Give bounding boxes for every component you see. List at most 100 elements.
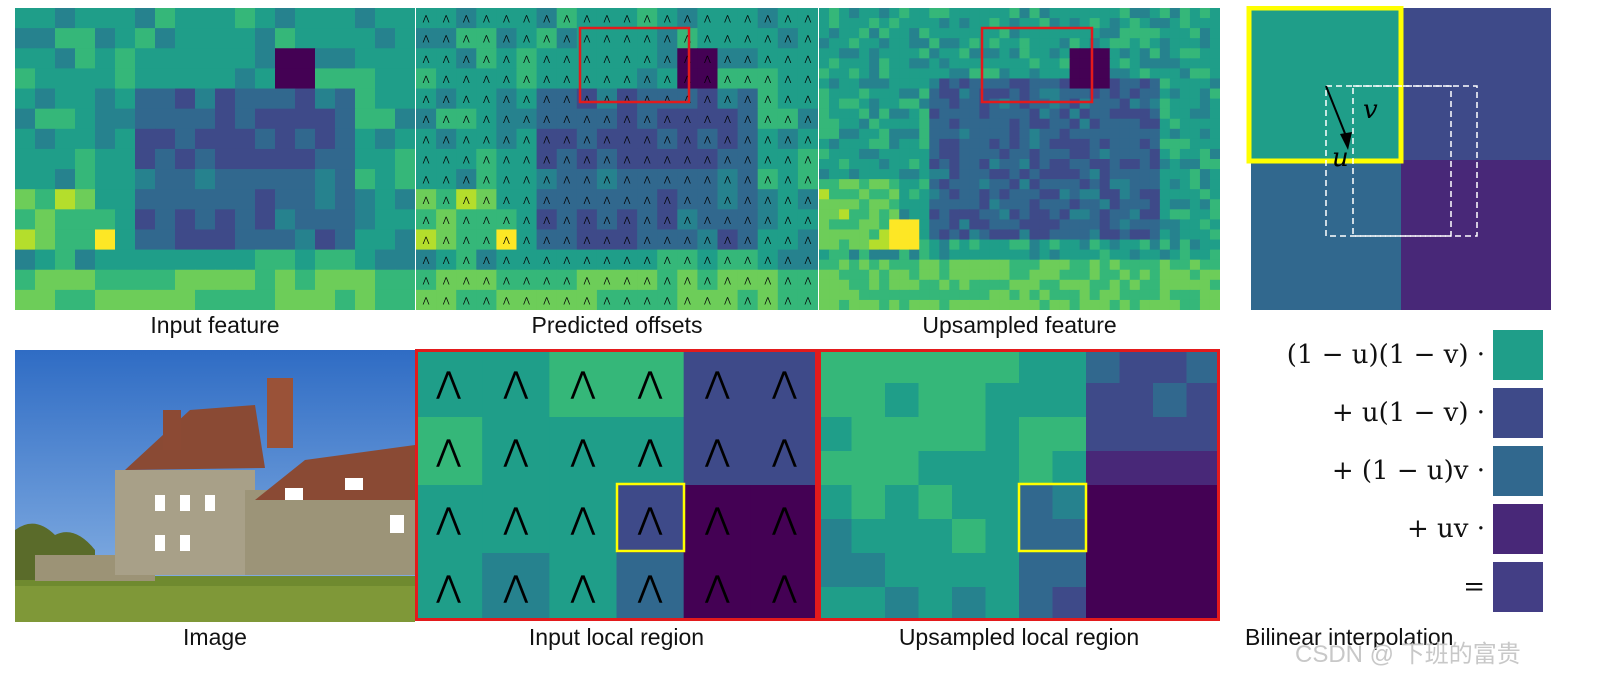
offset-arrow-icon: ⋀ <box>663 54 671 63</box>
heatmap-cell <box>949 189 960 200</box>
heatmap-cell <box>1129 118 1141 130</box>
heatmap-cell <box>859 289 870 301</box>
heatmap-cell <box>1169 169 1181 180</box>
heatmap-cell <box>777 8 799 29</box>
offset-arrow-icon: ⋀ <box>482 155 490 164</box>
heatmap-cell <box>335 8 356 29</box>
local-cell <box>1052 417 1087 452</box>
heatmap-cell <box>949 98 960 110</box>
heatmap-cell <box>819 88 830 100</box>
heatmap-cell <box>1069 209 1081 220</box>
heatmap-cell <box>757 28 779 49</box>
offset-arrow-icon: ⋀ <box>643 14 651 23</box>
heatmap-cell <box>355 169 376 190</box>
heatmap-cell <box>1099 108 1111 120</box>
heatmap-cell <box>1119 209 1131 220</box>
heatmap-cell <box>275 88 296 110</box>
heatmap-cell <box>657 229 678 251</box>
heatmap-cell <box>737 229 759 251</box>
offset-arrow-icon: ⋀ <box>542 14 550 23</box>
heatmap-cell <box>255 209 276 231</box>
heatmap-cell <box>1099 169 1111 180</box>
heatmap-cell <box>1069 279 1081 291</box>
heatmap-cell <box>959 189 970 200</box>
heatmap-cell <box>657 8 678 29</box>
heatmap-cell <box>1139 219 1151 231</box>
heatmap-cell <box>95 148 116 170</box>
heatmap-cell <box>869 189 880 200</box>
predicted-offsets-heatmap: ⋀ ⋀ ⋀ ⋀ ⋀ ⋀ ⋀ ⋀ ⋀ ⋀ ⋀ ⋀ ⋀ ⋀ ⋀ ⋀ ⋀ ⋀ ⋀ ⋀ ⋀ ⋀ ⋀ ⋀ ⋀ ⋀ ⋀ ⋀ ⋀ ⋀ ⋀ ⋀ ⋀ ⋀ ⋀ ⋀ ⋀ ⋀ ⋀ ⋀… <box>416 8 818 310</box>
heatmap-cell <box>1149 68 1161 80</box>
heatmap-cell <box>889 108 900 120</box>
heatmap-cell <box>1009 299 1021 310</box>
heatmap-cell <box>496 48 518 69</box>
heatmap-cell <box>1119 269 1131 281</box>
heatmap-cell <box>859 269 870 281</box>
heatmap-cell <box>737 209 759 231</box>
offset-arrow-icon: ⋀ <box>743 135 751 144</box>
heatmap-cell <box>35 289 56 310</box>
heatmap-cell <box>1089 269 1101 281</box>
heatmap-cell <box>1089 108 1101 120</box>
heatmap-cell <box>75 108 96 130</box>
offset-arrow-icon: ⋀ <box>422 215 430 224</box>
heatmap-cell <box>889 179 900 190</box>
offset-arrow-icon: ⋀ <box>723 135 731 144</box>
heatmap-cell <box>909 98 920 110</box>
offset-arrow-icon: ⋀ <box>804 135 812 144</box>
heatmap-cell <box>1049 289 1061 301</box>
heatmap-cell <box>496 88 518 110</box>
offset-arrow-icon: ⋀ <box>562 74 570 83</box>
heatmap-cell <box>1079 259 1091 271</box>
heatmap-cell <box>1179 209 1191 220</box>
heatmap-cell <box>969 48 980 59</box>
heatmap-cell <box>889 219 900 231</box>
offset-arrow-icon: ⋀ <box>562 54 570 63</box>
heatmap-cell <box>989 189 1001 200</box>
offset-arrow-icon: ⋀ <box>763 236 771 245</box>
heatmap-cell <box>1129 289 1141 301</box>
heatmap-cell <box>1009 98 1021 110</box>
heatmap-cell <box>899 108 910 120</box>
offset-arrow-icon: ⋀ <box>804 195 812 204</box>
heatmap-cell <box>436 148 457 170</box>
heatmap-cell <box>476 8 497 29</box>
heatmap-cell <box>395 229 415 251</box>
local-cell <box>1186 417 1220 452</box>
offset-arrow-icon: ⋀ <box>603 54 611 63</box>
offset-arrow-icon: ⋀ <box>562 135 570 144</box>
offset-arrow-icon: ⋀ <box>763 276 771 285</box>
heatmap-cell <box>1029 38 1041 49</box>
heatmap-cell <box>255 249 276 271</box>
local-cell <box>1019 587 1054 621</box>
heatmap-cell <box>1039 209 1051 220</box>
heatmap-cell <box>859 138 870 150</box>
offset-arrow-icon: ⋀ <box>771 367 797 400</box>
heatmap-cell <box>355 48 376 69</box>
heatmap-cell <box>95 189 116 210</box>
heatmap-cell <box>959 78 970 90</box>
offset-arrow-icon: ⋀ <box>442 256 450 265</box>
heatmap-cell <box>1129 58 1141 69</box>
heatmap-cell <box>1019 138 1031 150</box>
heatmap-cell <box>949 249 960 261</box>
heatmap-cell <box>849 68 860 80</box>
heatmap-cell <box>1069 68 1081 80</box>
heatmap-cell <box>536 8 558 29</box>
offset-arrow-icon: ⋀ <box>522 74 530 83</box>
heatmap-cell <box>395 289 415 310</box>
offset-arrow-icon: ⋀ <box>723 175 731 184</box>
heatmap-cell <box>889 138 900 150</box>
heatmap-cell <box>989 249 1001 261</box>
heatmap-cell <box>1009 289 1021 301</box>
heatmap-cell <box>617 108 638 130</box>
heatmap-cell <box>1029 229 1041 241</box>
heatmap-cell <box>496 128 518 150</box>
heatmap-cell <box>1019 18 1031 29</box>
heatmap-cell <box>737 88 759 110</box>
heatmap-cell <box>899 38 910 49</box>
heatmap-cell <box>1069 269 1081 281</box>
heatmap-cell <box>1109 58 1121 69</box>
offset-arrow-icon: ⋀ <box>643 276 651 285</box>
heatmap-cell <box>1049 169 1061 180</box>
